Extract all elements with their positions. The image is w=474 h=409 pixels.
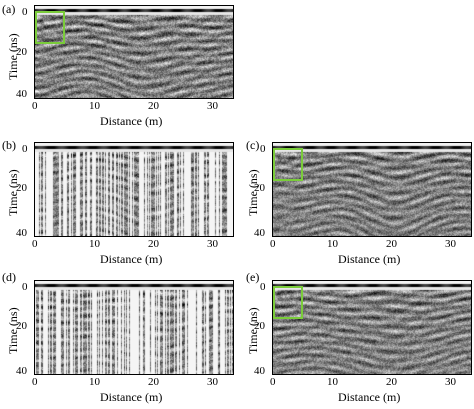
x-axis-label: Distance (m): [100, 252, 163, 266]
y-tick-label: 0: [22, 143, 28, 155]
radargram-e-image: [273, 281, 471, 374]
radargram-d: [34, 280, 234, 375]
radargram-c-image: [273, 143, 471, 236]
x-tick-label: 0: [32, 376, 38, 388]
radargram-b-image: [35, 143, 233, 236]
x-tick-label: 30: [445, 238, 456, 250]
panel-label: (e): [246, 270, 260, 284]
radargram-c: [272, 142, 472, 237]
x-tick-label: 0: [270, 238, 276, 250]
x-axis-label: Distance (m): [338, 390, 401, 404]
x-tick-label: 0: [270, 376, 276, 388]
radargram-b: [34, 142, 234, 237]
y-tick-label: 0: [260, 143, 266, 155]
x-tick-label: 10: [327, 376, 338, 388]
region-of-interest-box: [273, 148, 303, 181]
x-tick-label: 10: [89, 100, 100, 112]
radargram-a: [34, 5, 234, 99]
y-tick-label: 40: [254, 227, 265, 239]
x-tick-label: 10: [89, 376, 100, 388]
region-of-interest-box: [273, 286, 303, 319]
x-tick-label: 0: [32, 100, 38, 112]
y-tick-label: 0: [22, 6, 28, 18]
radargram-d-image: [35, 281, 233, 374]
x-tick-label: 20: [386, 238, 397, 250]
y-tick-label: 20: [16, 182, 27, 194]
y-tick-label: 40: [16, 227, 27, 239]
x-tick-label: 10: [327, 238, 338, 250]
x-tick-label: 30: [445, 376, 456, 388]
x-tick-label: 0: [32, 238, 38, 250]
panel-label: (d): [2, 270, 16, 284]
x-tick-label: 10: [89, 238, 100, 250]
x-tick-label: 30: [207, 376, 218, 388]
region-of-interest-box: [35, 11, 65, 44]
y-tick-label: 0: [22, 281, 28, 293]
y-tick-label: 0: [260, 281, 266, 293]
x-tick-label: 30: [207, 100, 218, 112]
x-tick-label: 20: [148, 238, 159, 250]
x-tick-label: 20: [386, 376, 397, 388]
panel-label: (b): [2, 138, 16, 152]
radargram-a-image: [35, 6, 233, 98]
y-tick-label: 20: [16, 320, 27, 332]
panel-label: (a): [2, 2, 16, 16]
y-tick-label: 20: [254, 182, 265, 194]
x-axis-label: Distance (m): [100, 390, 163, 404]
x-tick-label: 20: [148, 376, 159, 388]
y-tick-label: 20: [254, 320, 265, 332]
panel-label: (c): [246, 138, 260, 152]
y-tick-label: 20: [16, 46, 27, 58]
y-tick-label: 40: [254, 365, 265, 377]
x-tick-label: 30: [207, 238, 218, 250]
y-tick-label: 40: [16, 365, 27, 377]
x-axis-label: Distance (m): [338, 252, 401, 266]
x-tick-label: 20: [148, 100, 159, 112]
y-tick-label: 40: [16, 88, 27, 100]
x-axis-label: Distance (m): [100, 114, 163, 128]
radargram-e: [272, 280, 472, 375]
